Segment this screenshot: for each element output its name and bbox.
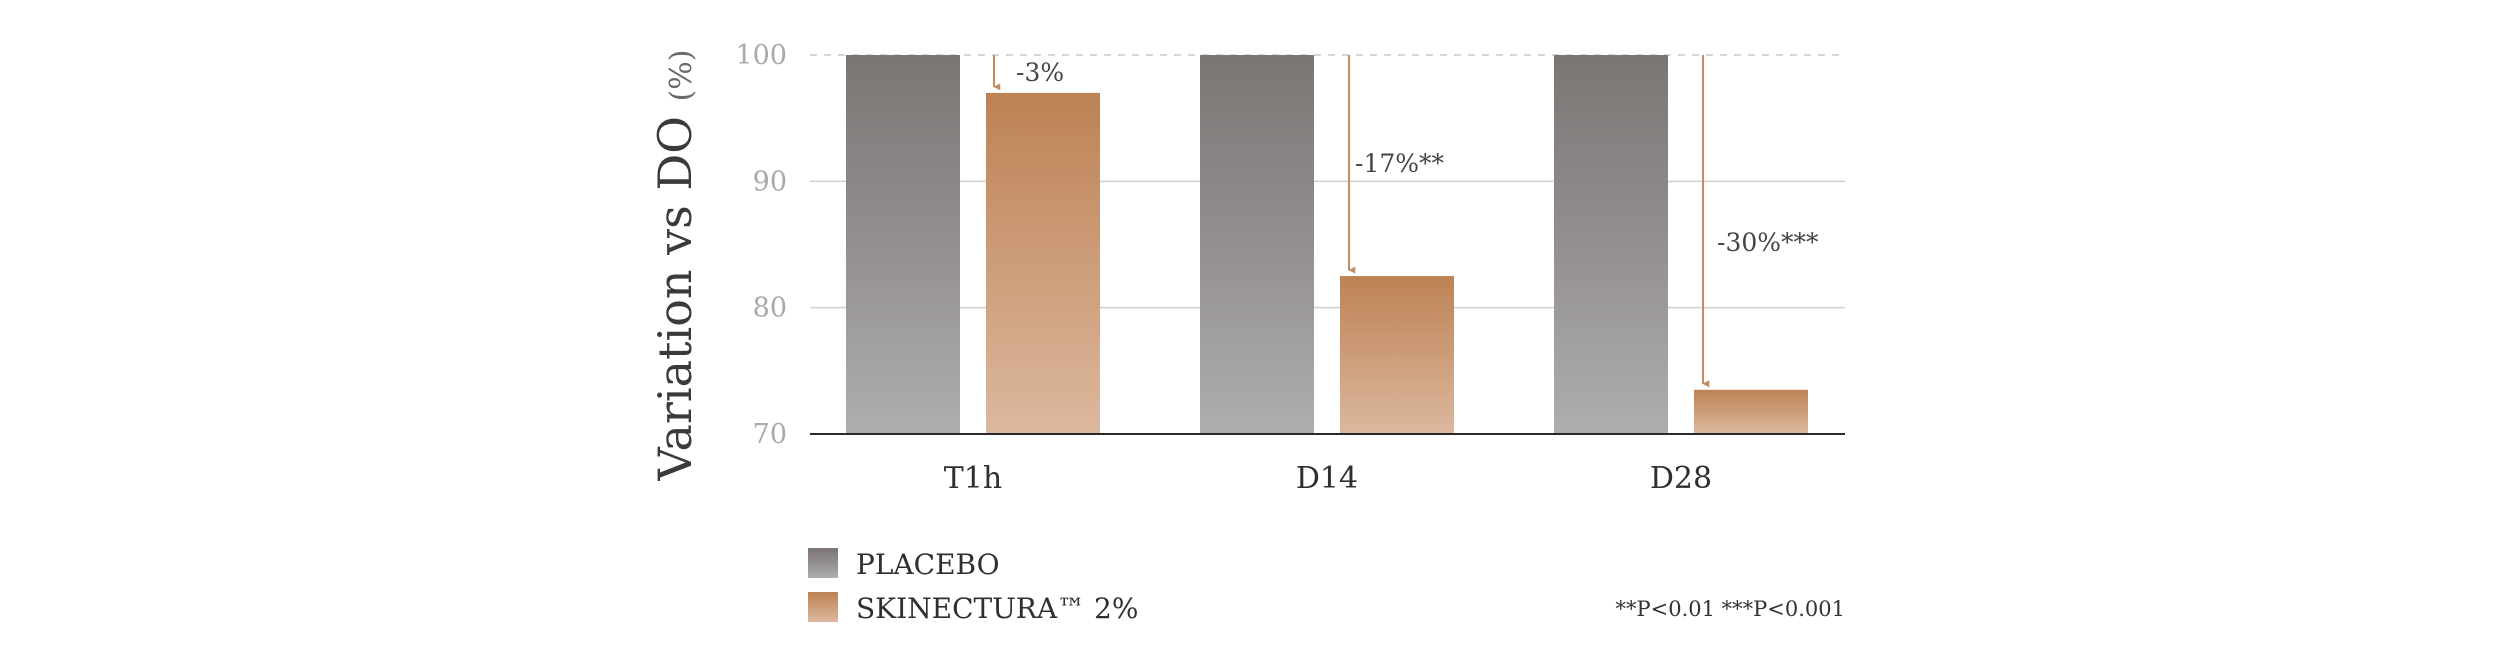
y-tick-label: 80 xyxy=(753,293,787,324)
placebo-bar xyxy=(1200,55,1314,434)
skinectura-bar xyxy=(1694,389,1808,434)
y-tick-label: 100 xyxy=(735,40,787,71)
legend-label: SKINECTURA™ 2% xyxy=(856,592,1138,625)
reduction-label: -17%** xyxy=(1355,149,1445,178)
legend-swatch xyxy=(808,548,838,578)
y-axis-label-main: Variation vs DO xyxy=(648,101,702,481)
y-axis-label: Variation vs DO (%) xyxy=(648,49,702,481)
skinectura-bar xyxy=(986,92,1100,435)
y-axis-label-unit: (%) xyxy=(664,49,699,101)
reduction-label: -30%*** xyxy=(1717,228,1819,257)
x-tick-label: D28 xyxy=(1650,461,1712,496)
y-tick-label: 90 xyxy=(753,166,787,197)
y-tick-label: 70 xyxy=(753,419,787,450)
significance-footnote: **P<0.01 ***P<0.001 xyxy=(1615,597,1845,621)
legend-label: PLACEBO xyxy=(856,548,1000,581)
legend-swatch xyxy=(808,592,838,622)
x-tick-label: T1h xyxy=(944,461,1002,496)
reduction-label: -3% xyxy=(1016,58,1064,87)
placebo-bar xyxy=(1554,55,1668,434)
x-tick-label: D14 xyxy=(1296,461,1358,496)
placebo-bar xyxy=(846,55,960,434)
skinectura-bar xyxy=(1340,276,1454,434)
